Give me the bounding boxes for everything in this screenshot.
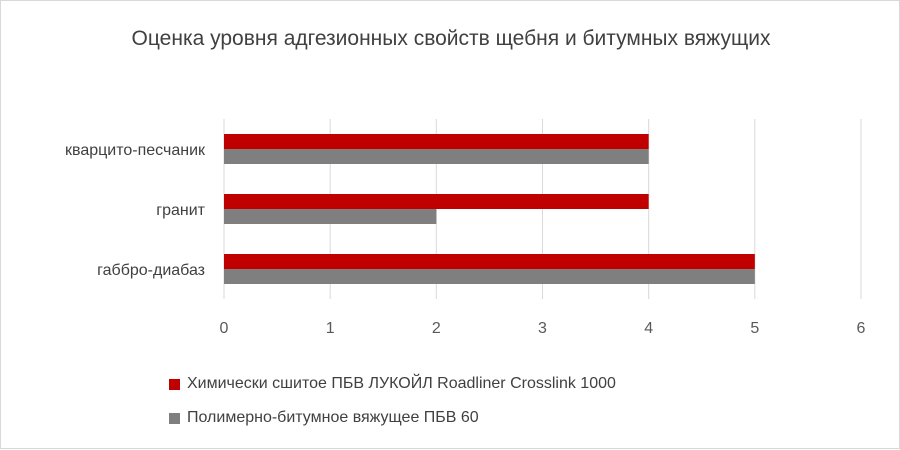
category-label-2: габбро-диабаз [97,262,205,279]
category-label-0: кварцито-песчаник [65,142,206,159]
x-tick-label-0: 0 [220,320,229,337]
legend-item-series-2: Полимерно-битумное вяжущее ПБВ 60 [169,408,616,428]
bar-series-1-0 [224,134,649,149]
legend-item-series-1: Химически сшитое ПБВ ЛУКОЙЛ Roadliner Cr… [169,374,616,394]
bar-series-2-0 [224,149,649,164]
bar-series-1-1 [224,194,649,209]
chart-legend: Химически сшитое ПБВ ЛУКОЙЛ Roadliner Cr… [169,374,616,442]
bar-series-1-2 [224,254,755,269]
x-tick-label-4: 4 [644,320,653,337]
x-tick-label-3: 3 [538,320,547,337]
category-label-1: гранит [156,202,205,219]
x-tick-label-5: 5 [750,320,759,337]
x-tick-label-1: 1 [326,320,335,337]
legend-label-series-1: Химически сшитое ПБВ ЛУКОЙЛ Roadliner Cr… [187,375,616,392]
legend-swatch-series-2 [169,412,180,424]
bar-series-2-2 [224,269,755,284]
x-tick-label-2: 2 [432,320,441,337]
legend-label-series-2: Полимерно-битумное вяжущее ПБВ 60 [187,409,479,426]
legend-swatch-series-1 [169,378,180,390]
bar-series-2-1 [224,209,437,224]
x-tick-label-6: 6 [857,320,866,337]
chart-title: Оценка уровня адгезионных свойств щебня … [131,27,771,50]
